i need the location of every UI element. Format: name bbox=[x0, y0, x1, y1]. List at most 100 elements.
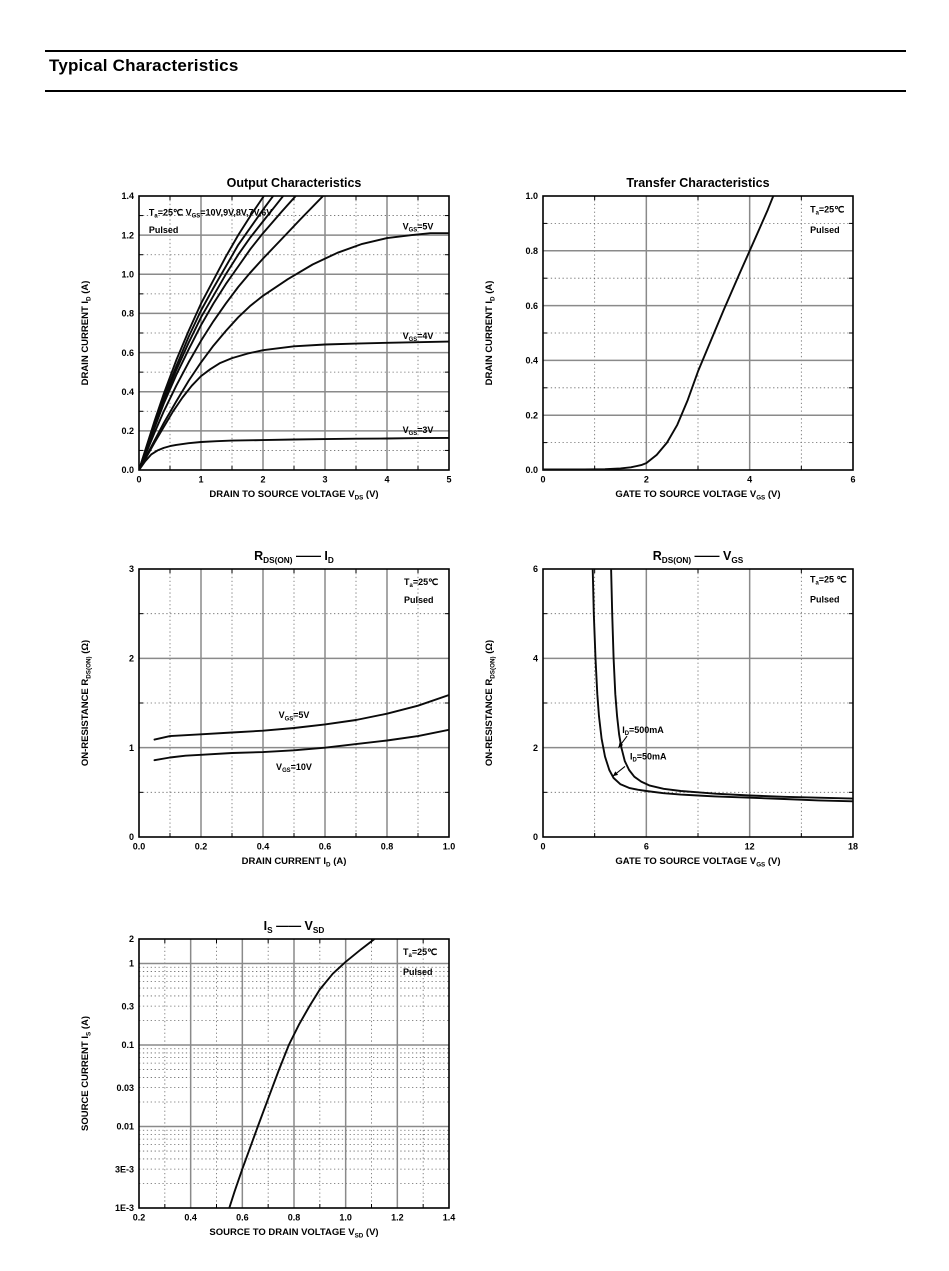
svg-text:0.6: 0.6 bbox=[236, 1213, 249, 1223]
svg-text:Pulsed: Pulsed bbox=[810, 225, 840, 235]
svg-text:VGS=10V: VGS=10V bbox=[276, 762, 312, 774]
svg-text:0.2: 0.2 bbox=[133, 1213, 146, 1223]
svg-text:0.8: 0.8 bbox=[525, 246, 538, 256]
header-rule-bottom bbox=[45, 90, 906, 93]
svg-text:0.4: 0.4 bbox=[184, 1213, 197, 1223]
svg-text:0.0: 0.0 bbox=[133, 842, 146, 852]
svg-text:VGS=3V: VGS=3V bbox=[403, 425, 434, 437]
svg-text:1.4: 1.4 bbox=[121, 191, 134, 201]
series-id-500ma bbox=[610, 569, 853, 800]
svg-text:12: 12 bbox=[745, 842, 755, 852]
svg-text:3: 3 bbox=[129, 564, 134, 574]
svg-text:ID=50mA: ID=50mA bbox=[630, 751, 667, 763]
series-vgs-7v bbox=[139, 196, 297, 470]
series-vgs-5v bbox=[153, 694, 449, 741]
svg-text:Ta=25℃: Ta=25℃ bbox=[404, 577, 438, 589]
svg-text:1.4: 1.4 bbox=[443, 1213, 456, 1223]
series-is-vs-vsd bbox=[228, 939, 377, 1208]
svg-text:DRAIN CURRENT ID (A): DRAIN CURRENT ID (A) bbox=[80, 281, 92, 386]
svg-text:1: 1 bbox=[198, 475, 203, 485]
series-id-50ma bbox=[591, 569, 853, 803]
svg-text:Output Characteristics: Output Characteristics bbox=[227, 176, 362, 190]
svg-text:Ta=25℃: Ta=25℃ bbox=[810, 204, 844, 216]
svg-text:4: 4 bbox=[384, 475, 389, 485]
svg-text:2: 2 bbox=[644, 475, 649, 485]
svg-text:Pulsed: Pulsed bbox=[403, 967, 433, 977]
svg-text:ON-RESISTANCE RDS(ON) (Ω): ON-RESISTANCE RDS(ON) (Ω) bbox=[484, 640, 496, 766]
svg-text:0.1: 0.1 bbox=[121, 1040, 134, 1050]
svg-text:DRAIN TO SOURCE VOLTAGE VDS: DRAIN TO SOURCE VOLTAGE VDS (V) bbox=[209, 489, 378, 501]
svg-text:RDS(ON) —— ID: RDS(ON) —— ID bbox=[254, 549, 334, 565]
svg-text:0.8: 0.8 bbox=[381, 842, 394, 852]
svg-text:0.3: 0.3 bbox=[121, 1001, 134, 1011]
svg-text:Pulsed: Pulsed bbox=[404, 595, 434, 605]
svg-text:Pulsed: Pulsed bbox=[810, 595, 840, 605]
curves bbox=[543, 196, 775, 470]
svg-text:0.2: 0.2 bbox=[121, 426, 134, 436]
curves bbox=[153, 694, 449, 762]
svg-text:3E-3: 3E-3 bbox=[115, 1164, 134, 1174]
curves bbox=[139, 196, 449, 470]
svg-text:1.0: 1.0 bbox=[121, 269, 134, 279]
svg-text:SOURCE CURRENT IS (A): SOURCE CURRENT IS (A) bbox=[80, 1016, 92, 1131]
svg-text:SOURCE TO DRAIN VOLTAGE VSD: SOURCE TO DRAIN VOLTAGE VSD (V) bbox=[209, 1227, 378, 1239]
svg-text:1.2: 1.2 bbox=[391, 1213, 404, 1223]
series-vgs-4v bbox=[139, 340, 449, 470]
svg-text:IS —— VSD: IS —— VSD bbox=[264, 919, 325, 935]
svg-text:2: 2 bbox=[129, 654, 134, 664]
svg-text:1.0: 1.0 bbox=[443, 842, 456, 852]
svg-text:1.2: 1.2 bbox=[121, 230, 134, 240]
svg-text:0.6: 0.6 bbox=[525, 301, 538, 311]
svg-text:0.8: 0.8 bbox=[288, 1213, 301, 1223]
chart-output-characteristics: 0 1 2 3 4 5 0.0 0.2 0.4 0.6 0.8 1.0 1.2 1.4 Output Cha… bbox=[80, 176, 452, 501]
svg-text:0.0: 0.0 bbox=[121, 465, 134, 475]
svg-text:0: 0 bbox=[533, 832, 538, 842]
svg-text:DRAIN CURRENT ID (A): DRAIN CURRENT ID (A) bbox=[484, 281, 496, 386]
svg-text:1: 1 bbox=[129, 743, 134, 753]
svg-text:0.2: 0.2 bbox=[195, 842, 208, 852]
page-title: Typical Characteristics bbox=[49, 56, 239, 75]
svg-text:VGS=5V: VGS=5V bbox=[403, 221, 434, 233]
svg-text:0.6: 0.6 bbox=[319, 842, 332, 852]
series-vgs-5v bbox=[139, 232, 449, 470]
svg-text:RDS(ON) —— VGS: RDS(ON) —— VGS bbox=[653, 549, 744, 565]
series-vgs-10v bbox=[153, 728, 449, 762]
svg-text:0.6: 0.6 bbox=[121, 348, 134, 358]
series-vgs-8v bbox=[139, 196, 285, 470]
svg-text:DRAIN CURRENT ID (A): DRAIN CURRENT ID (A) bbox=[242, 856, 347, 868]
series-id-vs-vgs bbox=[543, 196, 775, 470]
svg-text:Ta=25 ℃: Ta=25 ℃ bbox=[810, 574, 847, 586]
chart-is-vsd: 0.2 0.4 0.6 0.8 1.0 1.2 1.4 2 1 0.3 0.1 0.03 0.01 3E-… bbox=[80, 919, 455, 1239]
svg-text:2: 2 bbox=[533, 743, 538, 753]
curves bbox=[228, 939, 377, 1208]
svg-text:0: 0 bbox=[129, 832, 134, 842]
svg-text:2: 2 bbox=[129, 934, 134, 944]
header-rule-top bbox=[45, 50, 906, 53]
svg-text:0.4: 0.4 bbox=[121, 387, 134, 397]
svg-text:4: 4 bbox=[533, 654, 538, 664]
svg-text:VGS=4V: VGS=4V bbox=[403, 331, 434, 343]
svg-text:0: 0 bbox=[136, 475, 141, 485]
svg-text:6: 6 bbox=[533, 564, 538, 574]
svg-text:4: 4 bbox=[747, 475, 752, 485]
svg-text:VGS=5V: VGS=5V bbox=[279, 710, 310, 722]
series-vgs-3v bbox=[139, 436, 449, 470]
svg-text:0: 0 bbox=[540, 475, 545, 485]
curves bbox=[591, 569, 853, 803]
svg-text:1.0: 1.0 bbox=[339, 1213, 352, 1223]
chart-rds-on-vgs: 0 6 12 18 0 2 4 6 RDS(ON) —— VGS GATE TO SOURCE V… bbox=[484, 549, 858, 868]
svg-text:18: 18 bbox=[848, 842, 858, 852]
svg-text:6: 6 bbox=[850, 475, 855, 485]
svg-text:ID=500mA: ID=500mA bbox=[622, 725, 664, 737]
svg-text:0.0: 0.0 bbox=[525, 465, 538, 475]
svg-text:0.4: 0.4 bbox=[257, 842, 270, 852]
svg-text:0: 0 bbox=[540, 842, 545, 852]
svg-text:ON-RESISTANCE RDS(ON) (Ω): ON-RESISTANCE RDS(ON) (Ω) bbox=[80, 640, 92, 766]
svg-text:Ta=25℃ VGS=10V,9V,8V,7V,6V: Ta=25℃ VGS=10V,9V,8V,7V,6V bbox=[149, 208, 272, 220]
svg-text:Transfer Characteristics: Transfer Characteristics bbox=[626, 176, 769, 190]
svg-text:0.2: 0.2 bbox=[525, 410, 538, 420]
series-vgs-6v bbox=[139, 196, 325, 470]
svg-text:6: 6 bbox=[644, 842, 649, 852]
